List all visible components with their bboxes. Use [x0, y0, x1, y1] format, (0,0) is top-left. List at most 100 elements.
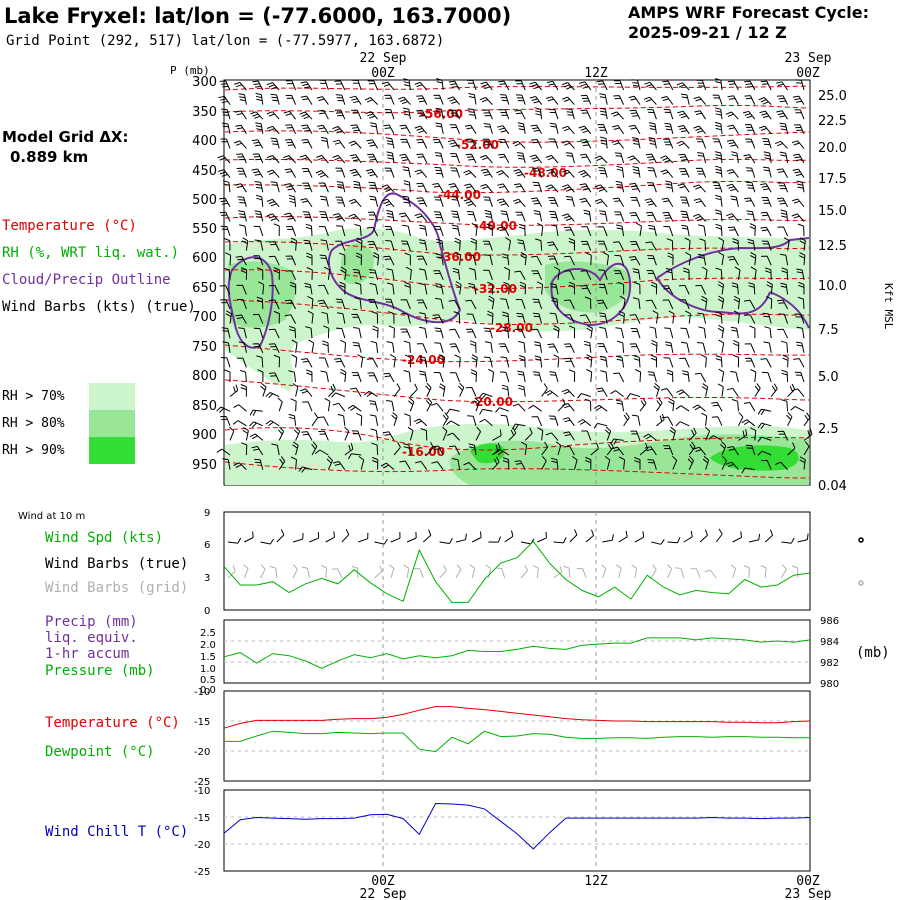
wind-ytick: 6 — [204, 540, 210, 551]
wind-barb — [530, 197, 543, 208]
wind-barb — [537, 427, 544, 441]
wind-barb — [416, 197, 428, 208]
wind-barb — [647, 459, 657, 470]
wind-barb — [256, 355, 264, 368]
wind-barb — [455, 533, 467, 543]
wind-barb — [273, 267, 280, 280]
wind-barb — [388, 311, 395, 324]
pressure-tick-550: 550 — [192, 222, 217, 237]
wind-barb — [249, 421, 263, 428]
dewpoint-line — [224, 730, 810, 753]
wind-barb — [419, 312, 428, 324]
wind-barb — [546, 168, 559, 178]
wind-barb — [370, 122, 379, 134]
wind-barb — [366, 139, 379, 149]
wind-barb — [237, 196, 247, 207]
wind-barb — [449, 445, 461, 456]
wind-barb — [284, 168, 297, 178]
wind-barb — [732, 238, 739, 251]
wind-barb — [791, 198, 805, 208]
wind-barb — [680, 327, 690, 339]
wind-barb — [283, 155, 296, 164]
wind-barb — [386, 282, 395, 295]
wind-barb — [290, 398, 297, 412]
wind-barb — [717, 324, 725, 339]
wind-barb — [433, 372, 444, 383]
pressure-tick-850: 850 — [192, 399, 217, 414]
wind-barb — [683, 530, 693, 543]
sounding-panel: -56.00 -52.00 -48.00 -44.00 -40.00 -36.0… — [2, 75, 895, 494]
wind-barb — [760, 80, 772, 91]
rh90-swatch — [89, 437, 135, 464]
wind-barb — [762, 166, 772, 178]
wind-barb — [562, 417, 575, 427]
wind-barb — [615, 180, 625, 193]
wind-barb — [797, 296, 805, 310]
wind-barb — [402, 166, 411, 178]
wind-barb — [316, 154, 329, 164]
wind-barb — [404, 252, 411, 266]
wind-barb — [629, 314, 641, 324]
wind-barb — [757, 408, 772, 416]
wind-barb — [391, 412, 398, 426]
wind-barb — [222, 341, 231, 353]
wind-barb — [562, 125, 575, 135]
wind-barb — [741, 419, 756, 427]
wind-barb — [579, 153, 592, 164]
wind-barb — [586, 368, 593, 383]
wind-barb — [365, 168, 379, 178]
wind-barb — [449, 109, 461, 120]
wind-barb — [569, 529, 578, 543]
wind-barb — [701, 266, 708, 280]
wind-barb — [255, 122, 264, 134]
wind-barb — [615, 327, 625, 339]
precip-ytick: 2.0 — [200, 640, 216, 651]
wind-barb — [317, 299, 329, 310]
kft-tick: 2.5 — [818, 422, 839, 437]
wind-barb — [484, 210, 493, 222]
wind-barb — [467, 108, 477, 120]
wind-barb — [648, 122, 657, 134]
kft-tick: 20.0 — [818, 141, 847, 156]
wind-barb — [599, 326, 608, 339]
wind-barb — [219, 197, 231, 208]
kft-tick: 5.0 — [818, 370, 839, 385]
legend-temperature: Temperature (°C) — [2, 218, 137, 234]
wind-barb — [766, 281, 773, 295]
wind-barb — [644, 446, 657, 456]
wind-barb — [693, 213, 706, 222]
wind-barb — [517, 122, 526, 134]
rh90-region-lower — [470, 443, 799, 471]
wind-barb — [475, 426, 482, 441]
wind-barb — [301, 358, 313, 368]
wind-barb — [318, 284, 329, 295]
wind-barb — [562, 140, 575, 149]
wind-barb — [743, 565, 750, 579]
wind-barb — [580, 240, 592, 251]
wind-barb — [623, 412, 630, 427]
wind-barb — [222, 458, 231, 470]
wind-barb — [778, 313, 789, 324]
wind-barb — [438, 354, 446, 368]
wind-barb — [662, 138, 674, 149]
wind-barb — [492, 442, 501, 456]
wind-barb — [464, 124, 477, 135]
wind-barb — [384, 94, 395, 105]
wind-barb — [383, 255, 395, 266]
wind-barb — [776, 168, 789, 178]
wind-barb — [612, 197, 625, 208]
wind-barb — [650, 354, 657, 368]
wind-barb — [498, 80, 510, 91]
pressure-ytick: 982 — [820, 658, 839, 669]
wind-barb — [651, 339, 658, 353]
wind-barb — [614, 152, 625, 164]
temp-ytick: -20 — [194, 747, 210, 758]
wind-barb — [221, 327, 231, 339]
wind-barb — [403, 443, 411, 456]
wind-barb — [372, 325, 379, 339]
wind-barb — [219, 80, 231, 91]
pressure-tick-900: 900 — [192, 428, 217, 443]
wind-barb — [381, 198, 395, 208]
wind-barb — [760, 226, 772, 237]
wind-barb — [777, 299, 789, 310]
